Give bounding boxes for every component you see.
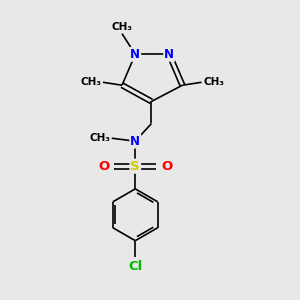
Text: CH₃: CH₃ <box>203 77 224 87</box>
Text: N: N <box>164 48 174 61</box>
Text: CH₃: CH₃ <box>80 77 101 87</box>
Text: CH₃: CH₃ <box>89 133 110 143</box>
Text: N: N <box>130 135 140 148</box>
Text: S: S <box>130 160 140 173</box>
Text: O: O <box>161 160 172 173</box>
Text: Cl: Cl <box>128 260 142 273</box>
Text: O: O <box>98 160 110 173</box>
Text: CH₃: CH₃ <box>112 22 133 32</box>
Text: N: N <box>130 48 140 61</box>
